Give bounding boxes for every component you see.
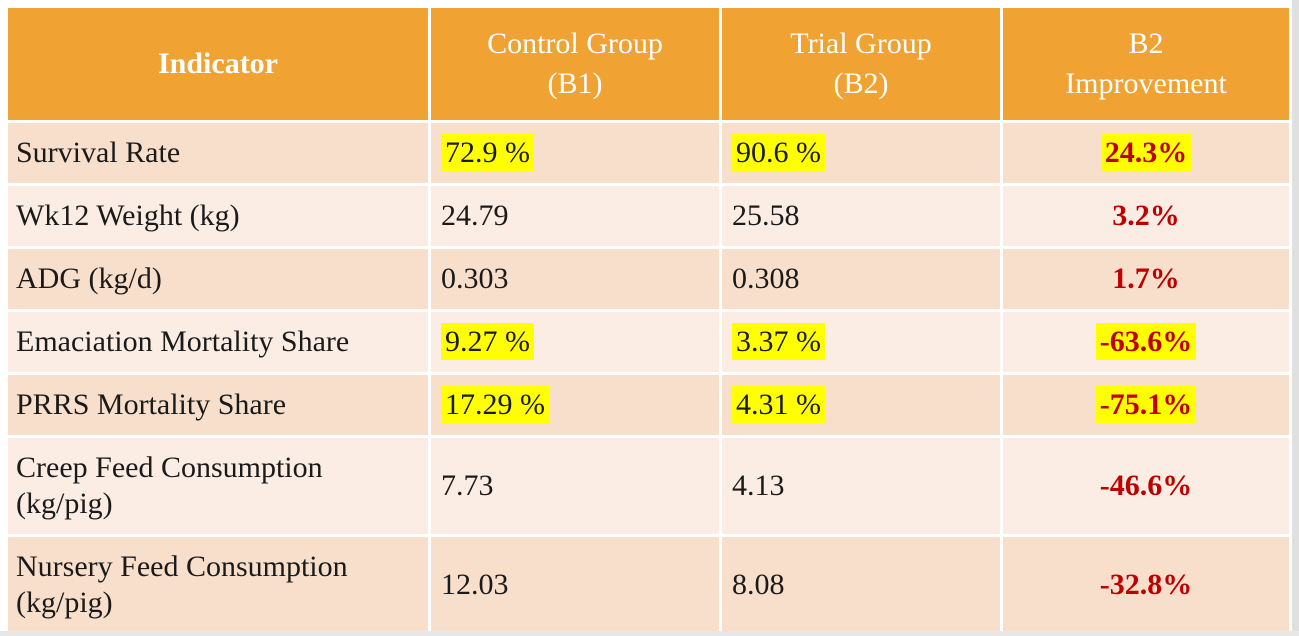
trial-group-value: 4.13 [732, 469, 785, 502]
control-group-value: 12.03 [441, 568, 509, 601]
trial-group-value: 0.308 [732, 262, 800, 295]
trial-group-value: 25.58 [732, 199, 800, 232]
table-row: PRRS Mortality Share 17.29 % 4.31 % -75.… [8, 375, 1289, 435]
table-row: Nursery Feed Consumption (kg/pig) 12.03 … [8, 537, 1289, 633]
comparison-table: Indicator Control Group (B1) Trial Group… [5, 5, 1292, 636]
improvement-value: -63.6% [1095, 323, 1197, 360]
trial-group-value: 8.08 [732, 568, 785, 601]
bottom-edge-strip [0, 631, 1299, 636]
table-body: Survival Rate 72.9 % 90.6 % 24.3% Wk12 W… [8, 123, 1289, 633]
indicator-label: Wk12 Weight (kg) [16, 199, 240, 232]
control-group-value: 9.27 % [441, 323, 534, 360]
indicator-label: Nursery Feed Consumption (kg/pig) [16, 550, 348, 619]
header-control-group: Control Group (B1) [431, 8, 719, 120]
trial-group-value: 4.31 % [732, 386, 825, 423]
improvement-value: -32.8% [1099, 568, 1193, 601]
improvement-value: -46.6% [1099, 469, 1193, 502]
header-row: Indicator Control Group (B1) Trial Group… [8, 8, 1289, 120]
control-group-value: 17.29 % [441, 386, 549, 423]
table-row: Survival Rate 72.9 % 90.6 % 24.3% [8, 123, 1289, 183]
improvement-value: 3.2% [1112, 199, 1180, 232]
table-row: Creep Feed Consumption (kg/pig) 7.73 4.1… [8, 438, 1289, 534]
control-group-value: 24.79 [441, 199, 509, 232]
control-group-value: 72.9 % [441, 134, 534, 171]
indicator-label: Survival Rate [16, 136, 181, 169]
indicator-label: Emaciation Mortality Share [16, 325, 350, 358]
right-edge-strip [1292, 0, 1299, 636]
header-indicator: Indicator [8, 8, 428, 120]
improvement-value: 1.7% [1112, 262, 1180, 295]
header-trial-group: Trial Group (B2) [722, 8, 1000, 120]
trial-group-value: 90.6 % [732, 134, 825, 171]
indicator-label: ADG (kg/d) [16, 262, 162, 295]
improvement-value: 24.3% [1100, 134, 1192, 171]
table-row: Wk12 Weight (kg) 24.79 25.58 3.2% [8, 186, 1289, 246]
indicator-label: Creep Feed Consumption (kg/pig) [16, 451, 323, 520]
control-group-value: 7.73 [441, 469, 494, 502]
table-row: Emaciation Mortality Share 9.27 % 3.37 %… [8, 312, 1289, 372]
trial-group-value: 3.37 % [732, 323, 825, 360]
header-b2-improvement: B2 Improvement [1003, 8, 1289, 120]
table-row: ADG (kg/d) 0.303 0.308 1.7% [8, 249, 1289, 309]
control-group-value: 0.303 [441, 262, 509, 295]
indicator-label: PRRS Mortality Share [16, 388, 287, 421]
improvement-value: -75.1% [1095, 386, 1197, 423]
